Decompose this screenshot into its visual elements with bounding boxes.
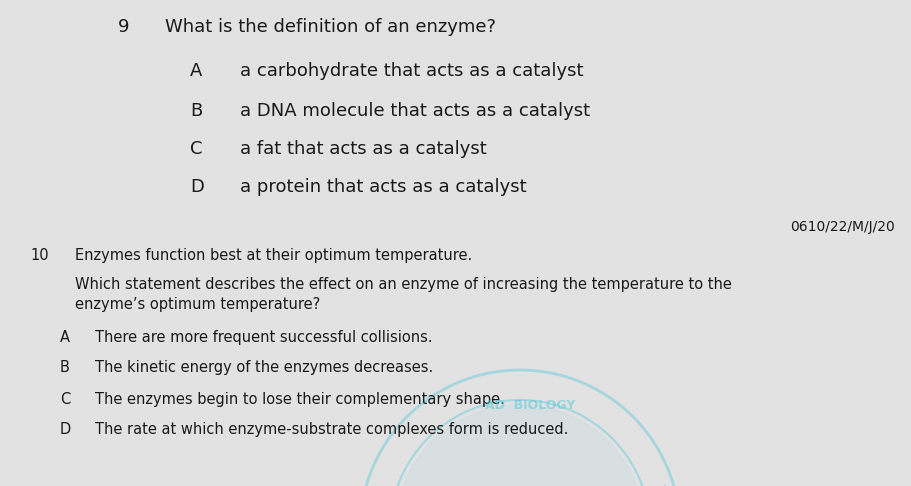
Text: C: C [190, 140, 202, 158]
Text: a DNA molecule that acts as a catalyst: a DNA molecule that acts as a catalyst [240, 102, 590, 120]
Text: B: B [190, 102, 202, 120]
Text: The kinetic energy of the enzymes decreases.: The kinetic energy of the enzymes decrea… [95, 360, 434, 375]
Text: A: A [60, 330, 70, 345]
Text: Which statement describes the effect on an enzyme of increasing the temperature : Which statement describes the effect on … [75, 277, 732, 312]
Text: Y: Y [654, 483, 670, 486]
Text: 0610/22/M/J/20: 0610/22/M/J/20 [790, 220, 895, 234]
Text: a protein that acts as a catalyst: a protein that acts as a catalyst [240, 178, 527, 196]
Text: D: D [190, 178, 204, 196]
Text: The enzymes begin to lose their complementary shape.: The enzymes begin to lose their compleme… [95, 392, 505, 407]
Text: B: B [60, 360, 70, 375]
Text: a carbohydrate that acts as a catalyst: a carbohydrate that acts as a catalyst [240, 62, 584, 80]
Text: C: C [60, 392, 70, 407]
Text: A: A [190, 62, 202, 80]
Text: a fat that acts as a catalyst: a fat that acts as a catalyst [240, 140, 486, 158]
Text: There are more frequent successful collisions.: There are more frequent successful colli… [95, 330, 433, 345]
Text: Enzymes function best at their optimum temperature.: Enzymes function best at their optimum t… [75, 248, 472, 263]
Text: 10: 10 [30, 248, 48, 263]
Text: What is the definition of an enzyme?: What is the definition of an enzyme? [165, 18, 496, 36]
Text: The rate at which enzyme-substrate complexes form is reduced.: The rate at which enzyme-substrate compl… [95, 422, 568, 437]
Text: D: D [60, 422, 71, 437]
Circle shape [395, 405, 645, 486]
Text: AD  BIOLOGY: AD BIOLOGY [485, 399, 575, 412]
Text: 9: 9 [118, 18, 129, 36]
